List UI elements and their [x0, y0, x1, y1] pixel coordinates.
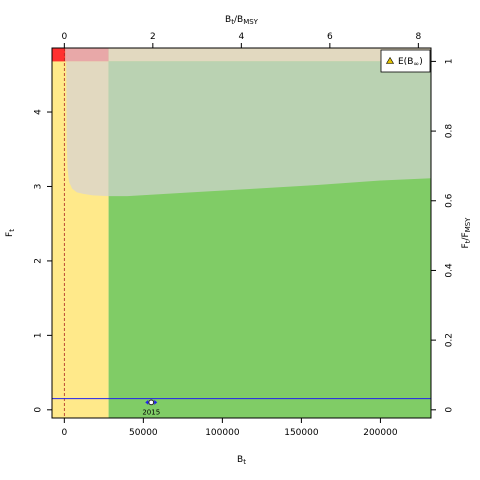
- top-axis-title-num_sub: t: [231, 18, 234, 26]
- right-tick-label: 0: [445, 407, 455, 413]
- left-tick-label: 3: [34, 184, 44, 190]
- data-point: 2015: [142, 399, 160, 416]
- right-axis-title-den: F: [461, 232, 471, 237]
- right-axis-title-num_sub: t: [464, 240, 472, 243]
- point-label: 2015: [142, 408, 160, 416]
- status-regions: [52, 48, 432, 418]
- region-orange: [108, 48, 432, 62]
- top-axis-title-den: B: [237, 15, 243, 25]
- point-arrow-right: [154, 399, 158, 405]
- right-axis-title-num: F: [461, 243, 471, 248]
- left-tick-label: 1: [34, 332, 44, 338]
- top-tick-label: 0: [61, 32, 67, 42]
- y-axis-title: Ft: [5, 229, 16, 237]
- top-tick-label: 6: [327, 32, 333, 42]
- bottom-tick-label: 0: [61, 428, 67, 438]
- region-red: [52, 48, 66, 62]
- legend-label: E(B∞): [398, 57, 423, 68]
- bottom-tick-label: 50000: [129, 428, 158, 438]
- bottom-tick-label: 200000: [363, 428, 398, 438]
- envelope-right: [108, 61, 432, 197]
- legend-marker: [385, 56, 395, 64]
- curves: [52, 48, 431, 418]
- right-axis-title: Ft/FMSY: [461, 217, 472, 249]
- y-axis-title-sub: t: [8, 229, 16, 232]
- bottom-tick-label: 150000: [284, 428, 319, 438]
- point-marker: [148, 399, 155, 406]
- right-tick-label: 0.2: [445, 333, 455, 347]
- top-tick-label: 2: [150, 32, 156, 42]
- legend-label-sub: ∞: [413, 60, 419, 68]
- right-axis-title-den_sub: MSY: [464, 217, 472, 232]
- x-axis-title-main: B: [237, 455, 243, 465]
- right-tick-label: 1: [445, 59, 455, 65]
- top-tick-label: 8: [415, 32, 421, 42]
- top-axis-title: Bt/BMSY: [225, 15, 259, 26]
- axes: 0 50000 100000 150000 200000 0 1 2 3 4 0 2 4 6 8 0 0.2 0.…: [5, 15, 472, 466]
- envelope-left: [66, 61, 109, 197]
- region-pink: [65, 48, 109, 62]
- right-tick-label: 0.4: [445, 263, 455, 278]
- bottom-tick-label: 100000: [205, 428, 240, 438]
- right-axis-title-sep: /: [461, 237, 471, 241]
- right-tick-label: 0.6: [445, 193, 455, 208]
- left-tick-label: 4: [34, 109, 44, 115]
- legend: E(B∞): [380, 49, 431, 73]
- x-axis-title: Bt: [237, 455, 246, 466]
- left-tick-label: 0: [34, 407, 44, 413]
- legend-box: [380, 49, 431, 73]
- right-tick-label: 0.8: [445, 124, 455, 139]
- top-axis-title-num: B: [225, 15, 231, 25]
- y-axis-title-main: F: [5, 232, 15, 237]
- legend-label-main: E(B: [398, 57, 413, 67]
- point-arrow-left: [145, 399, 149, 405]
- top-axis-title-den_sub: MSY: [243, 18, 258, 26]
- top-tick-label: 4: [238, 32, 244, 42]
- top-axis-title-sep: /: [234, 15, 238, 25]
- legend-label-end: ): [419, 57, 423, 67]
- x-axis-title-sub: t: [243, 458, 246, 466]
- points: 2015: [142, 399, 160, 416]
- left-tick-label: 2: [34, 258, 44, 264]
